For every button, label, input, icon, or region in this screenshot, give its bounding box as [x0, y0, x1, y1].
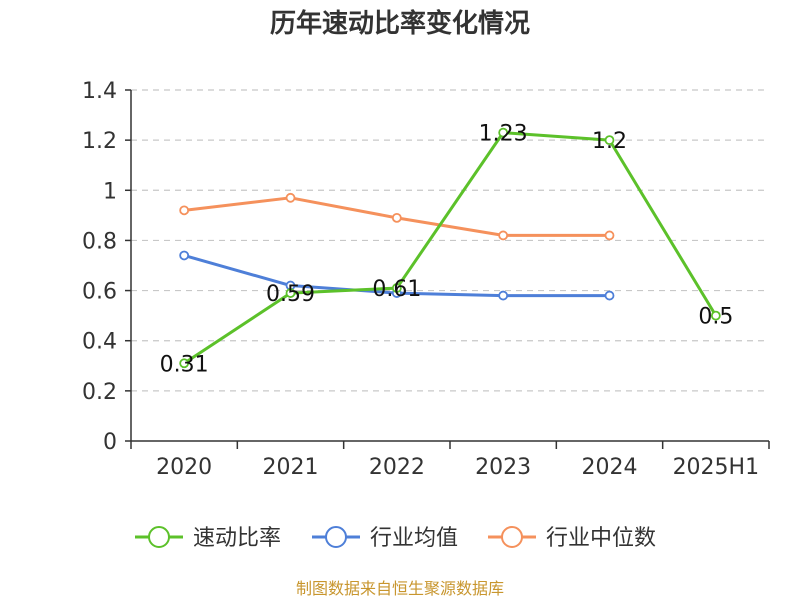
data-label: 0.5: [698, 305, 733, 330]
y-tick-label: 1.2: [82, 129, 117, 154]
legend-marker: [148, 526, 170, 548]
data-label: 1.2: [592, 129, 627, 154]
y-tick-label: 1: [103, 179, 117, 204]
grid-lines: [131, 89, 769, 392]
data-point[interactable]: [498, 127, 509, 138]
legend-marker: [325, 526, 347, 548]
legend-item-1[interactable]: 行业均值: [312, 526, 458, 551]
data-label: 0.31: [160, 352, 209, 377]
data-label: 0.61: [372, 277, 421, 302]
y-tick-label: 0.6: [82, 280, 117, 305]
x-tick-label: 2022: [369, 455, 425, 480]
data-point[interactable]: [604, 135, 615, 146]
data-point[interactable]: [391, 212, 402, 223]
legend-label: 行业均值: [370, 526, 458, 551]
legend-marker: [501, 526, 523, 548]
data-label: 0.59: [266, 282, 315, 307]
x-tick-label: 2021: [263, 455, 319, 480]
series-0: [179, 127, 721, 369]
legend-label: 行业中位数: [546, 526, 656, 551]
data-point[interactable]: [179, 205, 190, 216]
x-tick-label: 2023: [475, 455, 531, 480]
data-point[interactable]: [179, 358, 190, 369]
data-label: 1.23: [479, 122, 528, 147]
data-point[interactable]: [179, 250, 190, 261]
legend-label: 速动比率: [193, 526, 281, 551]
data-point[interactable]: [498, 230, 509, 241]
data-point[interactable]: [391, 283, 402, 293]
y-tick-label: 0.2: [82, 380, 117, 405]
axes: 0 0.2 0.4 0.6 0.8 1 1.2 1.4 2020 2021 2022 2023 2024…: [82, 79, 770, 480]
series-lines: [179, 127, 721, 369]
series-line: [183, 131, 718, 365]
data-point[interactable]: [285, 192, 296, 203]
legend[interactable]: 速动比率 行业均值 行业中位数: [135, 526, 656, 551]
data-labels: 0.31 0.59 0.61 1.23 1.2 0.5: [160, 122, 734, 378]
data-point[interactable]: [604, 230, 615, 241]
y-tick-label: 1.4: [82, 79, 117, 104]
legend-item-2[interactable]: 行业中位数: [488, 526, 656, 551]
data-point[interactable]: [604, 290, 615, 301]
y-tick-label: 0.8: [82, 229, 117, 254]
data-point[interactable]: [710, 310, 721, 321]
source-note: 制图数据来自恒生聚源数据库: [296, 579, 504, 598]
y-tick-label: 0.4: [82, 330, 117, 355]
x-tick-label: 2025H1: [673, 455, 760, 480]
x-tick-label: 2020: [156, 455, 212, 480]
x-tick-label: 2024: [582, 455, 638, 480]
data-point[interactable]: [498, 290, 509, 301]
y-tick-label: 0: [103, 430, 117, 455]
legend-item-0[interactable]: 速动比率: [135, 526, 281, 551]
chart-title: 历年速动比率变化情况: [270, 8, 530, 39]
data-point[interactable]: [285, 288, 296, 298]
series-2: [179, 192, 615, 241]
